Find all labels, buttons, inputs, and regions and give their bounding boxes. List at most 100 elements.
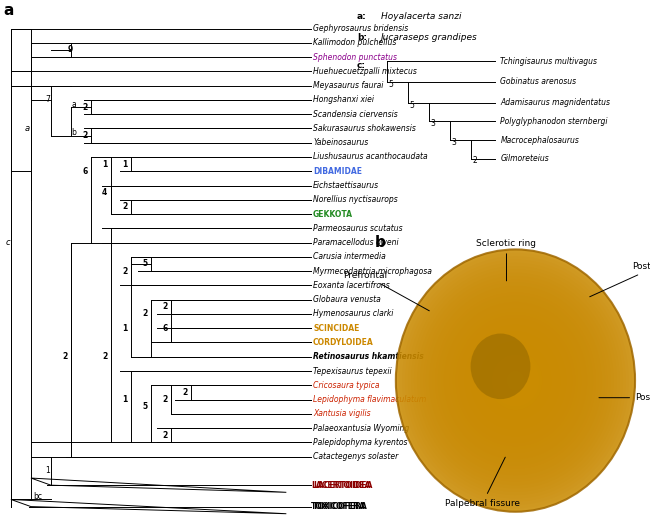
Text: Hymenosaurus clarki: Hymenosaurus clarki: [313, 309, 393, 318]
Text: Gilmoreteius: Gilmoreteius: [500, 154, 549, 163]
Text: 1: 1: [122, 159, 127, 168]
Text: Eoxanta lacertifrons: Eoxanta lacertifrons: [313, 281, 390, 290]
Text: Scandensia ciervensis: Scandensia ciervensis: [313, 110, 398, 119]
Text: b: b: [375, 235, 386, 250]
Text: LACERTOIDEA: LACERTOIDEA: [311, 480, 370, 489]
Ellipse shape: [396, 249, 635, 512]
Text: 2: 2: [102, 352, 107, 361]
Text: Tepexisaurus tepexii: Tepexisaurus tepexii: [313, 366, 392, 375]
Ellipse shape: [489, 351, 542, 410]
Ellipse shape: [459, 318, 572, 443]
Text: b: b: [72, 128, 77, 137]
Text: 2: 2: [142, 309, 148, 318]
Text: 3: 3: [430, 119, 435, 128]
Ellipse shape: [491, 354, 540, 407]
Ellipse shape: [480, 341, 551, 420]
Text: 2: 2: [82, 102, 87, 111]
Text: 1: 1: [102, 159, 107, 168]
Ellipse shape: [476, 338, 554, 423]
Text: 5: 5: [389, 80, 393, 89]
Text: Catactegenys solaster: Catactegenys solaster: [313, 452, 398, 461]
Text: bc: bc: [32, 492, 42, 501]
Text: 1: 1: [122, 395, 127, 404]
Text: 2: 2: [472, 156, 477, 165]
Text: 1: 1: [122, 324, 127, 333]
Text: a: a: [72, 100, 77, 109]
Text: Macrocephalosaurus: Macrocephalosaurus: [500, 136, 579, 145]
Ellipse shape: [435, 292, 596, 469]
Text: Jucaraseps grandipes: Jucaraseps grandipes: [381, 33, 478, 42]
Ellipse shape: [411, 266, 620, 495]
Ellipse shape: [506, 371, 525, 390]
Text: GEKKOTA: GEKKOTA: [313, 210, 353, 219]
Text: Sphenodon punctatus: Sphenodon punctatus: [313, 53, 397, 62]
Text: 2: 2: [62, 352, 68, 361]
Text: Prefrontal: Prefrontal: [343, 270, 429, 311]
Ellipse shape: [474, 335, 557, 427]
Text: Postorbital: Postorbital: [599, 393, 650, 402]
Text: SCINCIDAE: SCINCIDAE: [313, 324, 359, 333]
Ellipse shape: [512, 378, 519, 384]
Ellipse shape: [500, 364, 530, 397]
Text: Kallimodon pulchellus: Kallimodon pulchellus: [313, 39, 396, 48]
Text: Palepidophyma kyrentos: Palepidophyma kyrentos: [313, 438, 408, 447]
Text: Gobinatus arenosus: Gobinatus arenosus: [500, 78, 577, 87]
Text: Adamisaurus magnidentatus: Adamisaurus magnidentatus: [500, 98, 610, 107]
Ellipse shape: [504, 367, 527, 394]
Text: a: a: [4, 3, 14, 18]
Text: Meyasaurus faurai: Meyasaurus faurai: [313, 81, 384, 90]
Ellipse shape: [452, 312, 578, 449]
Text: Palpebral fissure: Palpebral fissure: [445, 457, 520, 508]
Text: 6: 6: [162, 324, 168, 333]
Ellipse shape: [447, 305, 584, 456]
Text: Parmeosaurus scutatus: Parmeosaurus scutatus: [313, 224, 402, 233]
Text: Carusia intermedia: Carusia intermedia: [313, 252, 386, 261]
Text: 2: 2: [162, 395, 168, 404]
Ellipse shape: [408, 262, 623, 498]
Text: Yabeinosaurus: Yabeinosaurus: [313, 138, 369, 147]
Text: 5: 5: [142, 402, 148, 411]
Text: Paramacellodus oweni: Paramacellodus oweni: [313, 238, 398, 247]
Text: 6: 6: [82, 167, 87, 176]
Text: Liushusaurus acanthocaudata: Liushusaurus acanthocaudata: [313, 153, 428, 162]
Text: c:: c:: [357, 61, 366, 70]
Text: DIBAMIDAE: DIBAMIDAE: [313, 167, 362, 176]
Ellipse shape: [467, 328, 564, 433]
Ellipse shape: [432, 289, 599, 473]
Ellipse shape: [417, 272, 614, 489]
Text: Lepidophyma flavimaculatum: Lepidophyma flavimaculatum: [313, 395, 426, 404]
Text: 5: 5: [142, 259, 148, 269]
Text: CORDYLOIDEA: CORDYLOIDEA: [313, 338, 374, 347]
Ellipse shape: [437, 295, 593, 466]
Ellipse shape: [405, 259, 626, 502]
Text: LACERTOIDEA: LACERTOIDEA: [313, 480, 372, 489]
Text: Hongshanxi xiei: Hongshanxi xiei: [313, 96, 374, 105]
Ellipse shape: [396, 249, 635, 512]
Text: a: a: [25, 124, 30, 133]
Ellipse shape: [495, 357, 536, 403]
Text: Myrmecodaptria microphagosa: Myrmecodaptria microphagosa: [313, 267, 432, 276]
Text: 2: 2: [162, 303, 168, 312]
Ellipse shape: [402, 256, 629, 505]
Text: 2: 2: [82, 131, 87, 140]
Ellipse shape: [429, 286, 602, 476]
Ellipse shape: [471, 334, 530, 399]
Text: Polyglyphanodon sternbergi: Polyglyphanodon sternbergi: [500, 117, 608, 126]
Ellipse shape: [444, 302, 587, 459]
Ellipse shape: [414, 269, 617, 492]
Ellipse shape: [456, 315, 575, 446]
Text: Huehuecuetzpalli mixtecus: Huehuecuetzpalli mixtecus: [313, 67, 417, 76]
Ellipse shape: [422, 279, 608, 482]
Ellipse shape: [450, 308, 581, 452]
Text: c: c: [5, 238, 10, 247]
Text: b:: b:: [357, 33, 367, 42]
Ellipse shape: [482, 344, 549, 417]
Text: Norellius nyctisaurops: Norellius nyctisaurops: [313, 195, 398, 204]
Text: 3: 3: [451, 138, 456, 147]
Text: 2: 2: [162, 431, 168, 440]
Text: Gephyrosaurus bridensis: Gephyrosaurus bridensis: [313, 24, 408, 33]
Ellipse shape: [497, 361, 534, 400]
Text: Eichstaettisaurus: Eichstaettisaurus: [313, 181, 379, 190]
Text: Tchingisaurus multivagus: Tchingisaurus multivagus: [500, 56, 597, 65]
Text: 4: 4: [102, 188, 107, 197]
